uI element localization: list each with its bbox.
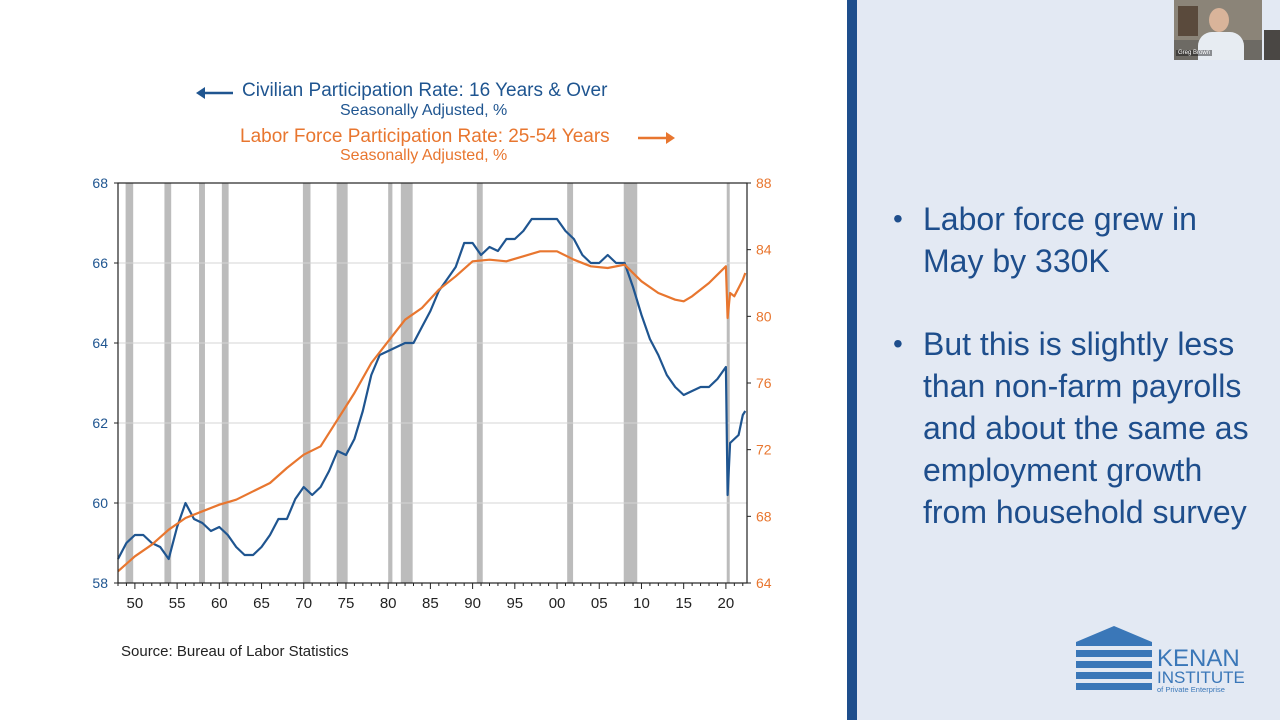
orange-series-subtitle: Seasonally Adjusted, % — [340, 147, 508, 164]
logo-line-2: INSTITUTE — [1157, 668, 1244, 687]
right-arrow-head-icon — [666, 132, 675, 144]
y-left-tick-label: 64 — [92, 335, 108, 351]
left-arrow-head-icon — [196, 87, 205, 99]
x-tick-label: 95 — [506, 595, 523, 612]
recession-band — [336, 183, 348, 583]
bullet-text: But this is slightly less than non-farm … — [923, 326, 1249, 530]
y-right-tick-label: 64 — [756, 575, 772, 591]
presenter-webcam-thumbnail[interactable]: Greg Brown — [1174, 0, 1262, 60]
presenter-name-label: Greg Brown — [1176, 50, 1213, 56]
recession-band — [164, 183, 172, 583]
y-right-tick-label: 68 — [756, 508, 772, 524]
logo-line-1: KENAN — [1157, 645, 1240, 672]
series-line-civilian-participation — [117, 217, 747, 561]
y-left-tick-label: 58 — [92, 575, 108, 591]
recession-band — [125, 183, 134, 583]
x-tick-label: 05 — [591, 595, 608, 612]
slide-divider — [847, 0, 857, 720]
plot-frame — [117, 182, 748, 584]
x-tick-label: 10 — [633, 595, 650, 612]
x-tick-label: 75 — [338, 595, 355, 612]
recession-band — [400, 183, 413, 583]
recession-band — [476, 183, 483, 583]
orange-series-title: Labor Force Participation Rate: 25-54 Ye… — [240, 126, 610, 147]
recession-band — [567, 183, 574, 583]
recession-band — [623, 183, 638, 583]
x-tick-label: 60 — [211, 595, 228, 612]
recession-band — [726, 183, 730, 583]
blue-series-subtitle: Seasonally Adjusted, % — [340, 102, 508, 119]
logo-building-icon — [1076, 626, 1152, 690]
y-left-tick-label: 60 — [92, 495, 108, 511]
recession-band — [388, 183, 393, 583]
kenan-institute-logo: KENAN INSTITUTE of Private Enterprise — [1076, 626, 1244, 694]
y-right-tick-label: 84 — [756, 242, 772, 258]
webcam-strip-edge — [1264, 30, 1280, 60]
recession-band — [302, 183, 311, 583]
x-tick-label: 65 — [253, 595, 270, 612]
side-panel — [857, 0, 1280, 720]
presenter-body — [1198, 32, 1244, 60]
y-right-tick-label: 76 — [756, 375, 772, 391]
blue-series-title: Civilian Participation Rate: 16 Years & … — [242, 80, 608, 101]
series-line-prime-age-participation — [117, 250, 747, 573]
y-left-tick-label: 62 — [92, 415, 108, 431]
x-tick-label: 20 — [718, 595, 735, 612]
y-left-tick-label: 68 — [92, 175, 108, 191]
x-tick-label: 50 — [127, 595, 144, 612]
recession-band — [221, 183, 229, 583]
y-left-tick-label: 66 — [92, 255, 108, 271]
y-right-tick-label: 72 — [756, 442, 772, 458]
x-tick-label: 85 — [422, 595, 439, 612]
y-right-tick-label: 88 — [756, 175, 772, 191]
x-tick-label: 00 — [549, 595, 566, 612]
x-tick-label: 55 — [169, 595, 186, 612]
chart-source-note: Source: Bureau of Labor Statistics — [121, 643, 349, 660]
x-tick-label: 70 — [295, 595, 312, 612]
participation-rate-chart: 58 60 62 64 66 68 64 68 72 76 80 84 88 50 55 60 65 70 75 80… — [92, 87, 772, 612]
y-right-tick-label: 80 — [756, 308, 772, 324]
x-tick-label: 15 — [675, 595, 692, 612]
bullet-marker: • — [893, 328, 903, 359]
bullet-marker: • — [893, 203, 903, 234]
x-tick-label: 80 — [380, 595, 397, 612]
presenter-head — [1209, 8, 1229, 32]
recession-band — [199, 183, 205, 583]
bullet-text: Labor force grew in May by 330K — [923, 201, 1197, 279]
webcam-bookshelf — [1178, 6, 1198, 36]
x-tick-label: 90 — [464, 595, 481, 612]
logo-line-3: of Private Enterprise — [1157, 685, 1225, 694]
